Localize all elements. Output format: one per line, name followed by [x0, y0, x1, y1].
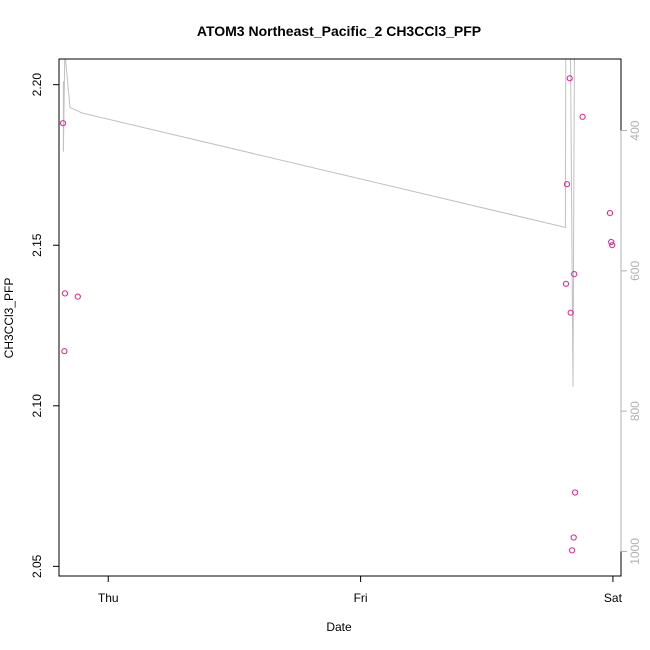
y-axis: 2.05 2.10 2.15 2.20	[30, 73, 60, 578]
data-point	[579, 113, 586, 120]
x-tick-label: Fri	[354, 591, 368, 605]
x-axis-label: Date	[326, 620, 352, 634]
y-tick-label: 2.05	[30, 554, 44, 578]
data-point	[74, 293, 81, 300]
x-axis: Thu Fri Sat	[98, 575, 623, 605]
data-point	[566, 75, 573, 82]
y-tick-label: 2.15	[30, 233, 44, 257]
right-tick-label: 600	[628, 261, 642, 281]
data-point	[569, 547, 576, 554]
data-point	[571, 271, 578, 278]
data-point	[609, 242, 616, 249]
data-points-layer	[59, 75, 616, 554]
y-axis-label: CH3CCl3_PFP	[2, 278, 16, 359]
data-point	[570, 534, 577, 541]
y-tick-label: 2.10	[30, 394, 44, 418]
x-tick-label: Sat	[604, 591, 623, 605]
data-point	[61, 290, 69, 297]
chart-title: ATOM3 Northeast_Pacific_2 CH3CCl3_PFP	[197, 23, 481, 39]
data-point	[61, 348, 68, 355]
right-tick-label: 400	[628, 120, 642, 140]
data-point	[563, 181, 571, 188]
data-point	[608, 238, 615, 246]
right-tick-label: 800	[628, 401, 642, 421]
data-point	[606, 210, 614, 217]
data-point	[59, 120, 67, 127]
right-tick-label: 1000	[628, 538, 642, 565]
y-tick-label: 2.20	[30, 73, 44, 97]
depth-line-layer	[62, 59, 575, 387]
plot-frame	[58, 58, 622, 577]
right-axis: 400 600 800 1000	[620, 120, 642, 565]
x-tick-label: Thu	[98, 591, 119, 605]
depth-series-line	[62, 59, 575, 387]
data-point	[562, 280, 570, 287]
data-point	[567, 309, 574, 316]
data-point	[572, 489, 579, 496]
